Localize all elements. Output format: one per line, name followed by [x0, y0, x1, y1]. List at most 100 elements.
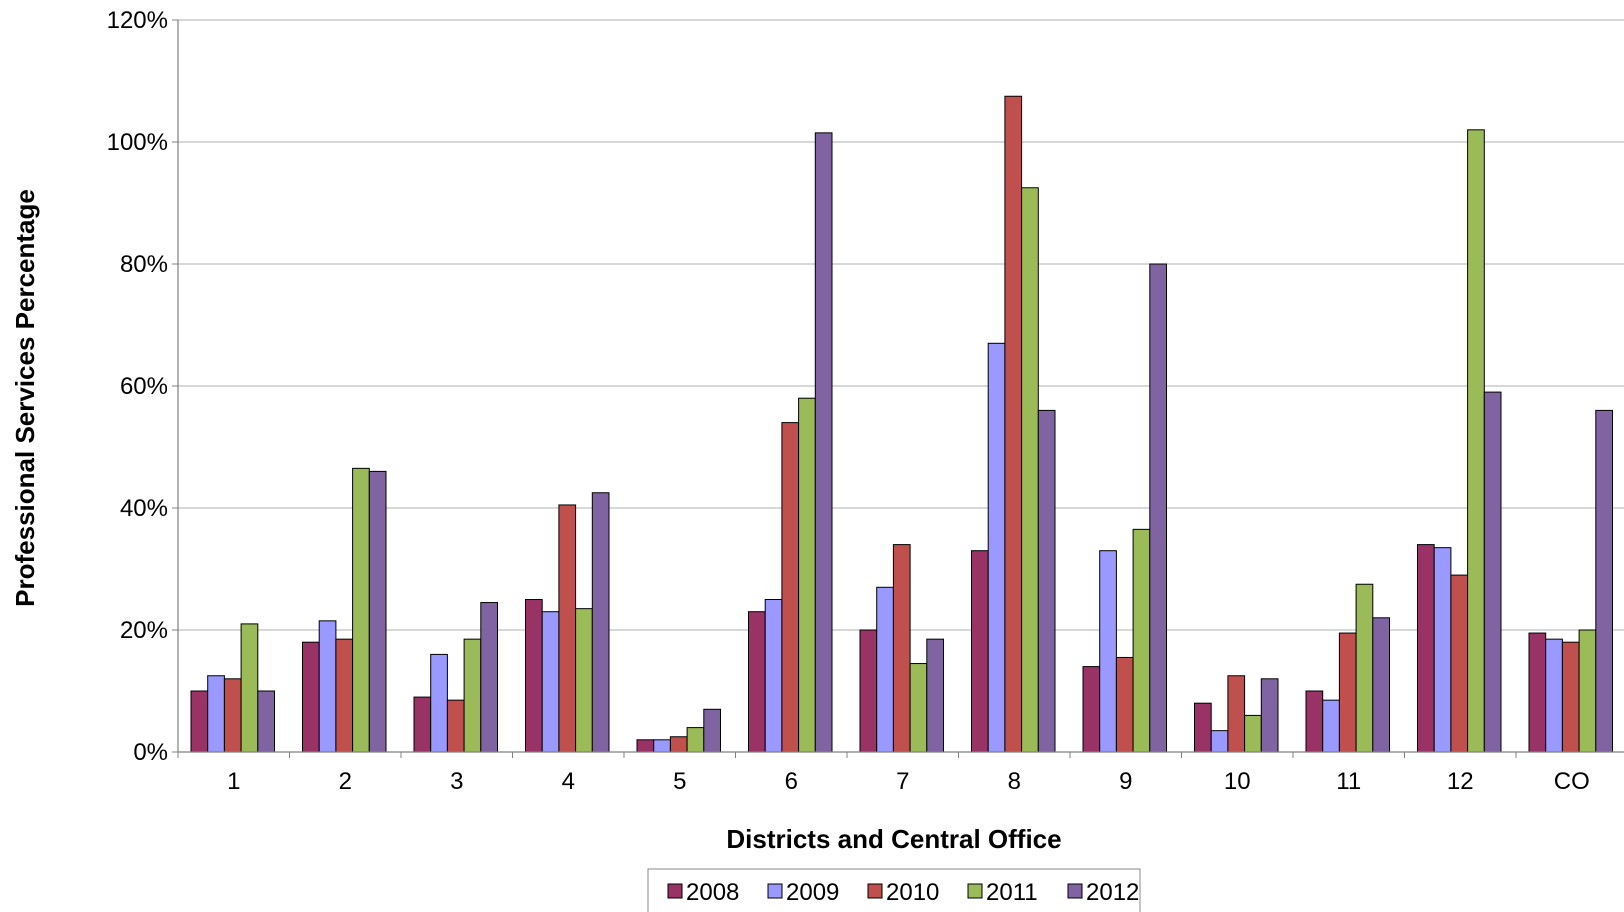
bar-2011-CO: [1578, 629, 1597, 753]
legend-swatch-2011: [967, 883, 983, 899]
bar-2011-12: [1467, 129, 1485, 753]
bar-2011-10: [1244, 714, 1262, 753]
bar-2008-12: [1417, 544, 1435, 753]
legend-label-2012: 2012: [1086, 879, 1139, 906]
bar-2010-2: [335, 638, 354, 753]
bar-2010-CO: [1561, 641, 1580, 753]
y-tick-label: 120%: [107, 7, 168, 34]
bar-2009-8: [987, 342, 1006, 753]
legend-box: [647, 868, 1141, 912]
bar-2012-8: [1037, 409, 1056, 753]
bar-2008-8: [971, 550, 989, 753]
legend: 2008 2009 2010 2011 2012: [647, 868, 1141, 912]
bar-2011-11: [1355, 583, 1374, 753]
legend-swatch-2012: [1067, 883, 1083, 899]
x-tick-label: 6: [785, 768, 798, 795]
bar-2009-CO: [1545, 638, 1563, 753]
bar-2008-7: [859, 629, 878, 753]
bar-2011-5: [686, 727, 705, 753]
bar-2012-4: [591, 492, 610, 753]
bar-2010-11: [1338, 632, 1357, 753]
legend-label-2010: 2010: [886, 879, 939, 906]
bar-2010-7: [892, 544, 911, 753]
bar-2010-6: [781, 422, 800, 753]
bar-2008-3: [413, 696, 432, 753]
bar-2012-10: [1260, 678, 1279, 753]
bar-2009-1: [207, 675, 225, 753]
legend-label-2008: 2008: [686, 879, 739, 906]
x-tick-label: 8: [1008, 768, 1021, 795]
bar-2010-12: [1450, 574, 1469, 753]
bar-2009-7: [876, 586, 894, 753]
bar-2009-6: [764, 599, 783, 753]
bar-2011-2: [352, 467, 370, 753]
bar-2008-4: [525, 599, 543, 753]
tick-labels: 0%20%40%60%80%100%120%1 2 3 4 5 6 7 8 9 10 11 12 CO: [107, 7, 1590, 795]
bar-2012-2: [368, 470, 387, 753]
bar-2010-9: [1115, 656, 1134, 753]
bar-2012-9: [1149, 263, 1168, 753]
bar-2012-12: [1483, 391, 1502, 753]
bar-2012-11: [1372, 617, 1391, 753]
x-tick-label: CO: [1554, 768, 1590, 795]
bar-2009-4: [541, 611, 560, 753]
bar-2008-2: [302, 641, 320, 753]
legend-swatch-2008: [667, 883, 683, 899]
bar-2010-8: [1004, 95, 1023, 753]
legend-label-2011: 2011: [986, 879, 1038, 906]
x-tick-label: 1: [227, 768, 240, 795]
bar-2008-9: [1082, 666, 1101, 753]
axes: [172, 19, 1624, 758]
x-tick-label: 2: [339, 768, 352, 795]
bar-2009-10: [1210, 730, 1229, 753]
legend-swatch-2010: [867, 883, 883, 899]
bar-2011-7: [909, 663, 928, 753]
x-axis-title: Districts and Central Office: [726, 824, 1061, 854]
bar-2008-6: [748, 611, 766, 753]
x-tick-label: 4: [562, 768, 575, 795]
bar-2012-CO: [1595, 409, 1614, 753]
x-tick-label: 5: [673, 768, 686, 795]
y-axis-title: Professional Services Percentage: [10, 189, 40, 607]
legend-label-2009: 2009: [786, 879, 839, 906]
y-tick-label: 60%: [120, 373, 168, 400]
gridlines: [178, 19, 1624, 631]
bar-2012-1: [257, 690, 275, 753]
bar-2011-1: [240, 623, 259, 753]
bar-2009-3: [430, 653, 448, 753]
bar-2011-3: [463, 638, 482, 753]
legend-swatch-2009: [767, 883, 783, 899]
bar-2011-4: [575, 608, 593, 753]
bar-2008-11: [1305, 690, 1324, 753]
bar-2011-8: [1021, 187, 1039, 753]
y-tick-label: 20%: [120, 617, 168, 644]
bar-2012-6: [814, 132, 833, 753]
bar-2011-6: [798, 397, 816, 753]
bars: [190, 95, 1614, 753]
bar-2009-9: [1099, 550, 1117, 753]
bar-2012-5: [703, 708, 721, 753]
x-tick-label: 11: [1336, 768, 1361, 795]
bar-2009-5: [653, 739, 671, 753]
bar-2010-10: [1227, 675, 1246, 753]
bar-2009-2: [318, 620, 337, 753]
y-tick-label: 40%: [120, 495, 168, 522]
bar-2008-10: [1194, 702, 1212, 753]
bar-2008-CO: [1528, 632, 1547, 753]
bar-2012-7: [926, 638, 944, 753]
bar-2009-11: [1322, 699, 1340, 753]
x-tick-label: 3: [450, 768, 463, 795]
bar-2010-4: [558, 504, 577, 753]
x-tick-label: 10: [1224, 768, 1251, 795]
bar-2009-12: [1433, 547, 1452, 753]
bar-2008-1: [190, 690, 209, 753]
bar-2010-5: [669, 736, 688, 753]
y-tick-label: 0%: [133, 739, 168, 766]
bar-2010-1: [223, 678, 242, 753]
y-tick-label: 80%: [120, 251, 168, 278]
bar-2010-3: [446, 699, 465, 753]
bar-2012-3: [480, 602, 498, 753]
x-tick-label: 12: [1447, 768, 1474, 795]
x-tick-label: 7: [896, 768, 909, 795]
